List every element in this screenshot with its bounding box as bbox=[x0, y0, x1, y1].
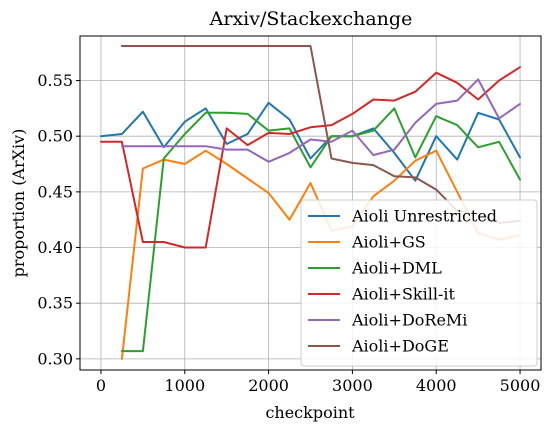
legend: Aioli Unrestricted Aioli+GS Aioli+DML Aioli… bbox=[300, 199, 538, 367]
x-tick-label: 4000 bbox=[416, 376, 457, 395]
x-tick-label: 3000 bbox=[332, 376, 373, 395]
axis-ticks: 0 1000 2000 3000 4000 5000 0.30 0.35 0.40 0.45 0.5… bbox=[37, 71, 540, 395]
legend-label-aioli-dml: Aioli+DML bbox=[351, 259, 442, 278]
legend-label-aioli-doge: Aioli+DoGE bbox=[351, 337, 449, 356]
series-line-aioli-dml bbox=[120, 107, 521, 353]
x-tick-label: 5000 bbox=[500, 376, 541, 395]
legend-label-aioli-gs: Aioli+GS bbox=[351, 233, 426, 252]
series-line-aioli-skill-it bbox=[100, 66, 521, 249]
x-tick-label: 0 bbox=[96, 376, 106, 395]
legend-box bbox=[300, 199, 538, 367]
plot-frame bbox=[79, 35, 542, 371]
legend-label-aioli-unrestricted: Aioli Unrestricted bbox=[351, 207, 497, 226]
x-tick-label: 1000 bbox=[164, 376, 205, 395]
chart-title: Arxiv/Stackexchange bbox=[209, 8, 413, 30]
y-tick-label: 0.50 bbox=[37, 127, 73, 146]
series-line-aioli-unrestricted bbox=[100, 101, 521, 182]
y-tick-label: 0.35 bbox=[37, 294, 73, 313]
y-tick-label: 0.40 bbox=[37, 238, 73, 257]
legend-label-aioli-skill-it: Aioli+Skill-it bbox=[351, 285, 455, 304]
y-axis-label: proportion (ArXiv) bbox=[9, 129, 28, 278]
y-tick-label: 0.55 bbox=[37, 71, 73, 90]
y-tick-label: 0.30 bbox=[37, 349, 73, 368]
series-line-aioli-doremi bbox=[120, 78, 521, 163]
x-axis-label: checkpoint bbox=[265, 403, 355, 422]
legend-label-aioli-doremi: Aioli+DoReMi bbox=[351, 311, 467, 330]
y-tick-label: 0.45 bbox=[37, 182, 73, 201]
x-tick-label: 2000 bbox=[248, 376, 289, 395]
